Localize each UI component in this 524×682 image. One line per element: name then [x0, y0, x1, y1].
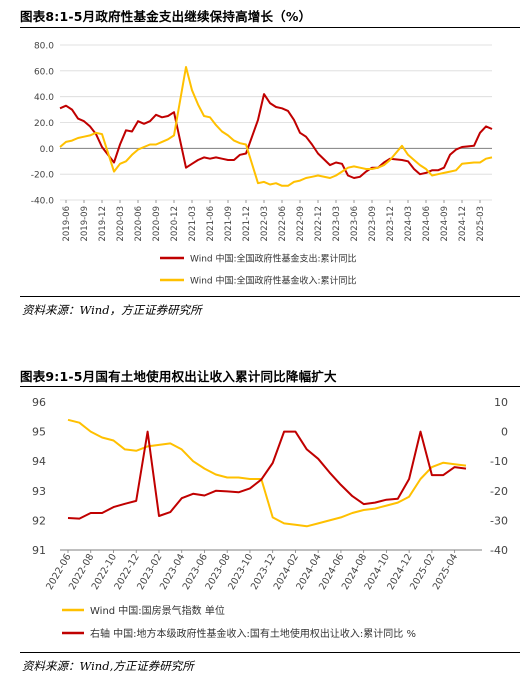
figure-8-chart: -40.0 -20.0 0.0 20.0 40.0 60.0 80.0 2019-06 2019… [31, 42, 493, 287]
x-tick-label: 2020-03 [116, 206, 126, 242]
y-tick-label: -20.0 [31, 171, 55, 181]
figure-9-title: 图表9:1-5月国有土地使用权出让收入累计同比降幅扩大 [20, 369, 337, 384]
y-right-tick-label: 10 [494, 396, 508, 409]
series-line-revenue [59, 66, 493, 187]
y-tick-label: 80.0 [34, 42, 54, 52]
figure-8-top-rule [20, 27, 520, 28]
x-tick-label: 2020-09 [152, 206, 162, 242]
y-left-tick-label: 94 [32, 455, 46, 468]
figure-8-bottom-rule [20, 296, 520, 297]
figure-8-source: 资料来源：Wind，方正证券研究所 [22, 303, 202, 317]
x-tick-label: 2022-12 [314, 206, 324, 242]
y-tick-label: -40.0 [31, 197, 55, 207]
y-right-tick-label: -20 [490, 485, 508, 498]
legend-label: Wind 中国:全国政府性基金支出:累计同比 [190, 253, 357, 265]
figure-9-top-rule [20, 386, 520, 387]
x-tick-label: 2020-12 [170, 206, 180, 242]
y-tick-label: 0.0 [40, 145, 55, 155]
x-tick-label: 2019-12 [98, 206, 108, 242]
x-tick-label: 2024-06 [422, 206, 432, 242]
x-tick-label: 2023-09 [368, 206, 378, 242]
legend-label: Wind 中国:国房景气指数 单位 [90, 604, 225, 617]
x-tick-label: 2023-12 [386, 206, 396, 242]
y-tick-label: 40.0 [34, 93, 54, 103]
x-tick-label: 2021-09 [224, 206, 234, 242]
x-tick-label: 2021-12 [242, 206, 252, 242]
y-right-tick-label: 0 [501, 426, 508, 439]
figure-9-source: 资料来源：Wind,方正证券研究所 [22, 659, 194, 673]
y-right-tick-label: -30 [490, 514, 508, 527]
y-tick-label: 60.0 [34, 67, 54, 77]
figure-8-title: 图表8:1-5月政府性基金支出继续保持高增长（%） [20, 9, 312, 24]
y-right-tick-label: -10 [490, 455, 508, 468]
y-left-tick-label: 92 [32, 514, 46, 527]
y-left-tick-label: 93 [32, 485, 46, 498]
figure-9-chart: 919293949596-40-30-20-100102022-062022-0… [32, 396, 508, 640]
x-tick-label: 2019-09 [80, 206, 90, 242]
x-tick-label: 2022-03 [260, 206, 270, 242]
x-tick-label: 2021-06 [206, 206, 216, 242]
x-tick-label: 2022-09 [296, 206, 306, 242]
y-left-tick-label: 96 [32, 396, 46, 409]
legend-label: Wind 中国:全国政府性基金收入:累计同比 [190, 275, 357, 287]
y-right-tick-label: -40 [490, 544, 508, 557]
y-left-tick-label: 91 [32, 544, 46, 557]
x-tick-label: 2021-03 [188, 206, 198, 242]
x-tick-label: 2024-12 [458, 206, 468, 242]
x-tick-label: 2024-03 [404, 206, 414, 242]
y-tick-label: 20.0 [34, 119, 54, 129]
series-line-expenditure [59, 93, 493, 179]
x-tick-label: 2023-03 [332, 206, 342, 242]
x-tick-label: 2025-03 [476, 206, 486, 242]
series-line-land-revenue [67, 430, 467, 520]
x-tick-label: 2020-06 [134, 206, 144, 242]
legend-label: 右轴 中国:地方本级政府性基金收入:国有土地使用权出让收入:累计同比 % [90, 627, 416, 640]
series-line-housing-index [67, 418, 467, 528]
x-tick-label: 2023-06 [350, 206, 360, 242]
x-tick-label: 2022-06 [278, 206, 288, 242]
figure-9-bottom-rule [20, 652, 520, 653]
x-tick-label: 2024-09 [440, 206, 450, 242]
y-left-tick-label: 95 [32, 426, 46, 439]
x-tick-label: 2019-06 [62, 206, 72, 242]
